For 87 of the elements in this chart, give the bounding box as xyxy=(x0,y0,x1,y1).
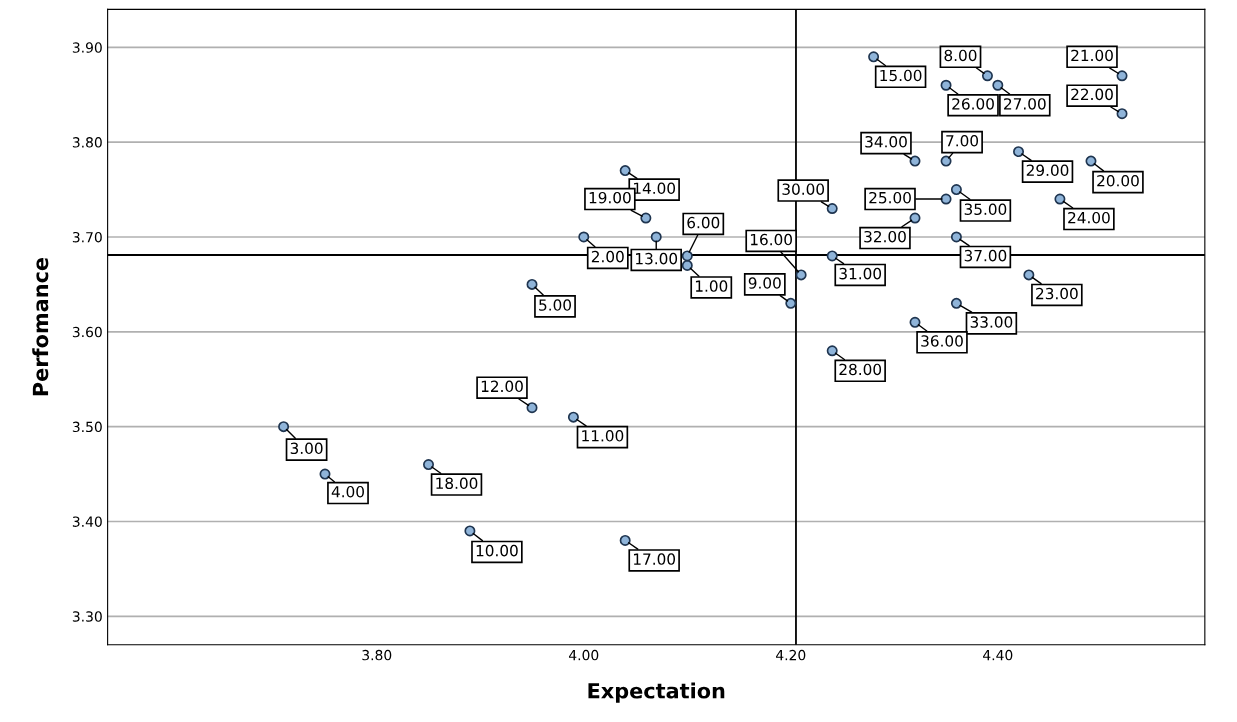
x-tick-label: 4.00 xyxy=(568,649,599,661)
annotation: 31.00 xyxy=(839,267,882,280)
annotation: 13.00 xyxy=(636,252,678,265)
annotation: 17.00 xyxy=(633,553,676,565)
point xyxy=(940,193,952,205)
point xyxy=(1023,269,1035,281)
point xyxy=(795,269,807,281)
point xyxy=(681,259,693,271)
point xyxy=(785,297,797,309)
annotation: 20.00 xyxy=(1097,174,1139,187)
point xyxy=(909,212,921,224)
annotation: 29.00 xyxy=(1026,164,1069,177)
annotation: 12.00 xyxy=(481,380,523,393)
annotation: 22.00 xyxy=(1071,88,1113,101)
point xyxy=(650,231,662,243)
annotation: 21.00 xyxy=(1071,49,1113,62)
point xyxy=(940,79,952,91)
point xyxy=(1116,108,1128,120)
point xyxy=(950,231,962,243)
point xyxy=(278,421,290,433)
annotation: 28.00 xyxy=(839,363,882,376)
annotation: 4.00 xyxy=(331,485,364,498)
annotation: 8.00 xyxy=(944,49,977,62)
x-tick-label: 3.80 xyxy=(362,649,392,661)
annotation: 14.00 xyxy=(633,182,676,195)
y-axis-title: Perfomance xyxy=(32,258,49,396)
point xyxy=(826,250,838,262)
annotation: 34.00 xyxy=(865,135,907,148)
y-tick-label: 3.70 xyxy=(72,231,102,243)
point xyxy=(1116,70,1128,82)
annotation: 3.00 xyxy=(290,442,323,455)
point xyxy=(826,203,838,215)
annotation: 32.00 xyxy=(864,230,906,243)
annotation: 2.00 xyxy=(591,250,624,263)
annotation: 7.00 xyxy=(946,134,979,147)
annotation: 1.00 xyxy=(695,280,728,292)
y-tick-label: 3.50 xyxy=(72,421,102,433)
point xyxy=(681,250,693,262)
point xyxy=(526,402,538,414)
annotation: 30.00 xyxy=(782,183,825,195)
point xyxy=(423,459,434,471)
y-tick-label: 3.40 xyxy=(72,516,102,527)
point xyxy=(826,345,838,357)
annotation: 11.00 xyxy=(582,430,624,442)
point xyxy=(950,297,962,309)
x-tick-label: 4.40 xyxy=(983,649,1013,661)
point xyxy=(567,411,579,423)
y-tick-label: 3.80 xyxy=(72,137,102,148)
point xyxy=(909,155,921,167)
annotation: 19.00 xyxy=(589,191,631,204)
point xyxy=(992,79,1004,91)
point xyxy=(464,525,476,537)
point xyxy=(1085,155,1097,167)
annotation: 5.00 xyxy=(539,299,572,311)
point xyxy=(868,51,880,63)
annotation: 18.00 xyxy=(436,477,478,489)
annotation: 6.00 xyxy=(687,216,720,229)
point xyxy=(578,231,590,243)
point xyxy=(640,212,652,224)
annotation: 25.00 xyxy=(869,191,911,204)
annotation: 37.00 xyxy=(964,249,1007,262)
annotation: 10.00 xyxy=(476,544,518,557)
y-tick-label: 3.90 xyxy=(72,42,102,53)
annotation: 15.00 xyxy=(880,69,922,82)
point xyxy=(1013,146,1025,158)
annotation: 36.00 xyxy=(921,335,963,347)
annotation: 9.00 xyxy=(748,277,781,289)
point xyxy=(526,278,538,290)
annotation: 23.00 xyxy=(1036,287,1078,300)
annotation: 33.00 xyxy=(970,316,1013,328)
point xyxy=(1054,193,1066,205)
point xyxy=(940,155,952,167)
x-axis-title: Expectation xyxy=(588,682,725,703)
point xyxy=(950,184,962,196)
point xyxy=(619,534,631,546)
annotation: 27.00 xyxy=(1004,98,1046,110)
point xyxy=(319,468,331,480)
point xyxy=(909,316,921,328)
point xyxy=(981,70,993,82)
point xyxy=(619,165,631,177)
y-tick-label: 3.30 xyxy=(72,611,102,622)
x-tick-label: 4.20 xyxy=(776,649,806,661)
annotation: 16.00 xyxy=(750,233,792,246)
annotation: 26.00 xyxy=(952,98,994,110)
y-tick-label: 3.60 xyxy=(72,326,102,338)
annotation: 24.00 xyxy=(1068,211,1110,224)
annotation: 35.00 xyxy=(964,203,1007,215)
